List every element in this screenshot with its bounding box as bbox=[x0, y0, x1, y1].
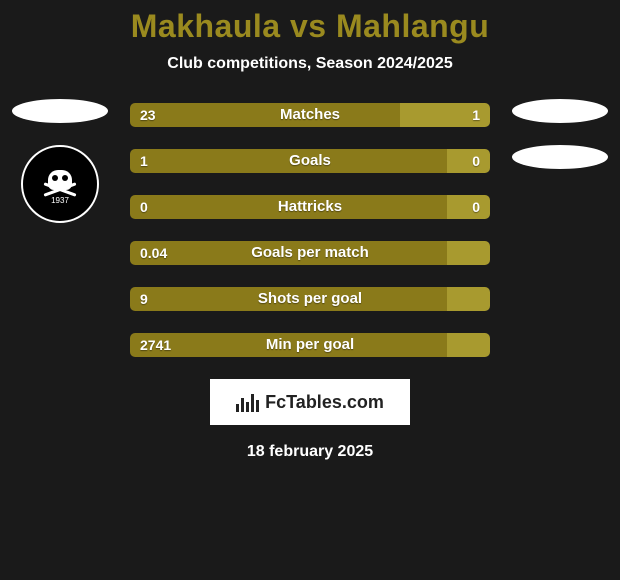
player-right-photo-placeholder bbox=[512, 99, 608, 123]
stat-label: Matches bbox=[130, 103, 490, 127]
player-left-photo-placeholder bbox=[12, 99, 108, 123]
stat-value-left: 9 bbox=[140, 287, 148, 311]
stat-label: Hattricks bbox=[130, 195, 490, 219]
comparison-widget: Makhaula vs Mahlangu Club competitions, … bbox=[0, 0, 620, 461]
pirates-bones-icon bbox=[43, 188, 77, 192]
page-title: Makhaula vs Mahlangu bbox=[0, 8, 620, 45]
stat-value-right: 1 bbox=[472, 103, 480, 127]
stat-value-left: 0.04 bbox=[140, 241, 167, 265]
stat-row: Goals per match0.04 bbox=[130, 241, 490, 265]
stat-value-left: 1 bbox=[140, 149, 148, 173]
stat-value-left: 23 bbox=[140, 103, 156, 127]
fctables-logo-icon bbox=[236, 392, 259, 412]
stat-bars: Matches231Goals10Hattricks00Goals per ma… bbox=[130, 103, 490, 357]
content-area: 1937 Matches231Goals10Hattricks00Goals p… bbox=[0, 103, 620, 461]
team-badge-right-placeholder bbox=[512, 145, 608, 169]
stat-value-right: 0 bbox=[472, 149, 480, 173]
branding-text: FcTables.com bbox=[265, 392, 384, 413]
stat-label: Shots per goal bbox=[130, 287, 490, 311]
stat-value-left: 0 bbox=[140, 195, 148, 219]
player-right-column bbox=[510, 99, 610, 169]
stat-row: Goals1 0 bbox=[130, 149, 490, 173]
team-badge-left: 1937 bbox=[21, 145, 99, 223]
stat-value-right: 0 bbox=[472, 195, 480, 219]
stat-label: Min per goal bbox=[130, 333, 490, 357]
snapshot-date: 18 february 2025 bbox=[0, 443, 620, 461]
branding-bar[interactable]: FcTables.com bbox=[210, 379, 410, 425]
stat-row: Shots per goal9 bbox=[130, 287, 490, 311]
stat-label: Goals bbox=[130, 149, 490, 173]
stat-row: Hattricks0 0 bbox=[130, 195, 490, 219]
player-left-column: 1937 bbox=[10, 99, 110, 223]
stat-value-left: 2741 bbox=[140, 333, 171, 357]
stat-row: Min per goal2741 bbox=[130, 333, 490, 357]
stat-label: Goals per match bbox=[130, 241, 490, 265]
stat-row: Matches23 1 bbox=[130, 103, 490, 127]
subtitle: Club competitions, Season 2024/2025 bbox=[0, 55, 620, 73]
badge-year: 1937 bbox=[51, 196, 69, 205]
